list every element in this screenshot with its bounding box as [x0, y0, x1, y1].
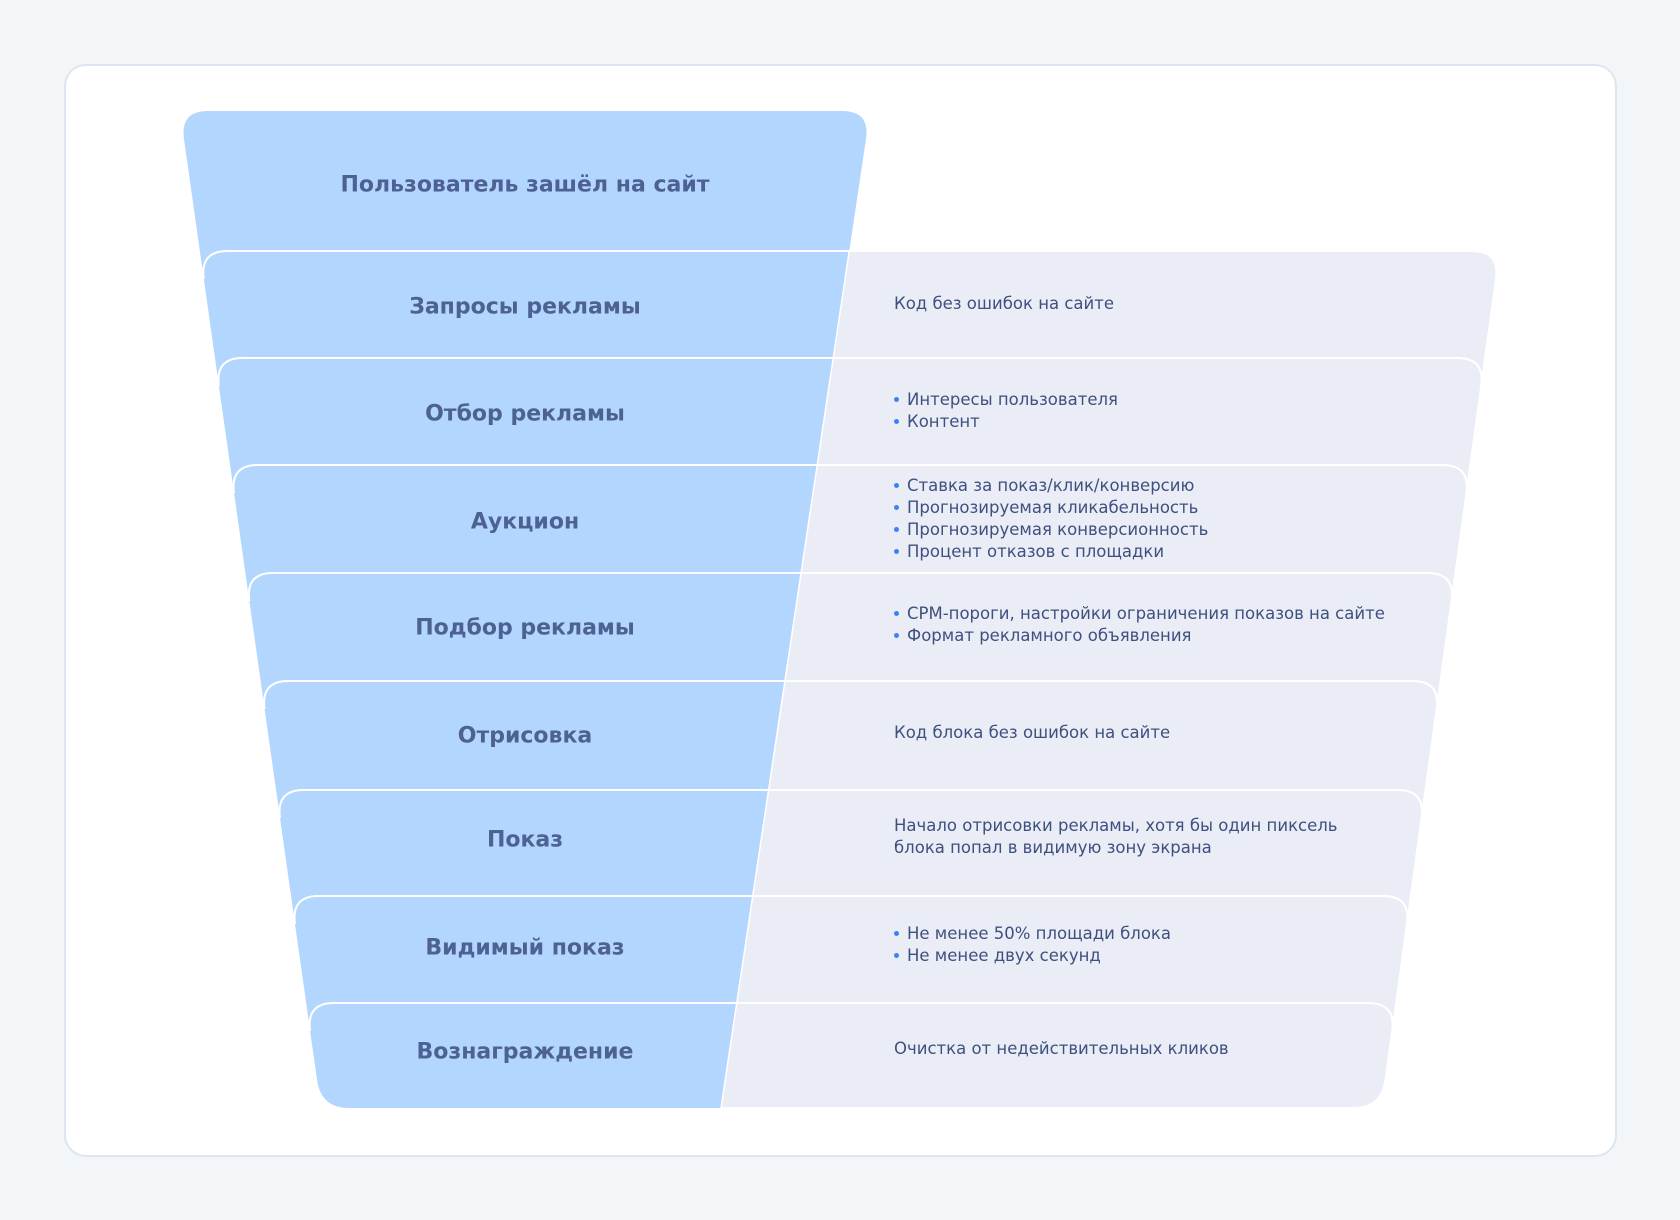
stage-label: Подбор рекламы — [415, 615, 635, 641]
stage-divider — [293, 895, 1409, 925]
bullet-item: Прогнозируемая конверсионность — [894, 519, 1208, 541]
stage-label: Видимый показ — [425, 935, 625, 961]
stage-label-top: Пользователь зашёл на сайт — [340, 172, 710, 198]
bullet-item: Ставка за показ/клик/конверсию — [894, 475, 1208, 497]
description-line: блока попал в видимую зону экрана — [894, 838, 1212, 857]
bullet-item: CPM-пороги, настройки ограничения показо… — [894, 603, 1385, 625]
stage-divider — [202, 250, 1498, 280]
stage-description: Не менее 50% площади блока Не менее двух … — [894, 923, 1171, 967]
bullet-item: Не менее двух секунд — [894, 945, 1171, 967]
stage-divider — [217, 357, 1483, 387]
stage-description: Начало отрисовки рекламы, хотя бы один п… — [894, 815, 1338, 859]
stage-label: Аукцион — [470, 509, 580, 535]
bullet-item: Интересы пользователя — [894, 389, 1118, 411]
stage-label: Запросы рекламы — [409, 294, 641, 320]
stage-divider — [247, 572, 1454, 602]
bullet-item: Процент отказов с площадки — [894, 541, 1208, 563]
description-line: Начало отрисовки рекламы, хотя бы один п… — [894, 816, 1338, 835]
stage-description: Ставка за показ/клик/конверсию Прогнозиру… — [894, 475, 1208, 563]
stage-divider — [263, 680, 1439, 710]
bullet-item: Не менее 50% площади блока — [894, 923, 1171, 945]
bullet-item: Прогнозируемая кликабельность — [894, 497, 1208, 519]
stage-description: Очистка от недействительных кликов — [894, 1039, 1229, 1058]
stage-divider — [232, 464, 1468, 494]
column-divider — [720, 1002, 738, 1109]
stage-divider — [308, 1002, 1394, 1032]
stage-divider — [278, 789, 1424, 819]
stage-label: Показ — [486, 827, 564, 853]
stage-description: Код блока без ошибок на сайте — [894, 723, 1171, 742]
stage-label: Вознаграждение — [416, 1039, 634, 1065]
stage-description: CPM-пороги, настройки ограничения показо… — [894, 603, 1385, 647]
stage-description: Интересы пользователя Контент — [894, 389, 1118, 433]
stage-description: Код без ошибок на сайте — [894, 294, 1115, 313]
stage-label: Отрисовка — [457, 723, 593, 749]
bullet-item: Контент — [894, 411, 1118, 433]
stage-label: Отбор рекламы — [425, 401, 625, 427]
bullet-item: Формат рекламного объявления — [894, 625, 1385, 647]
